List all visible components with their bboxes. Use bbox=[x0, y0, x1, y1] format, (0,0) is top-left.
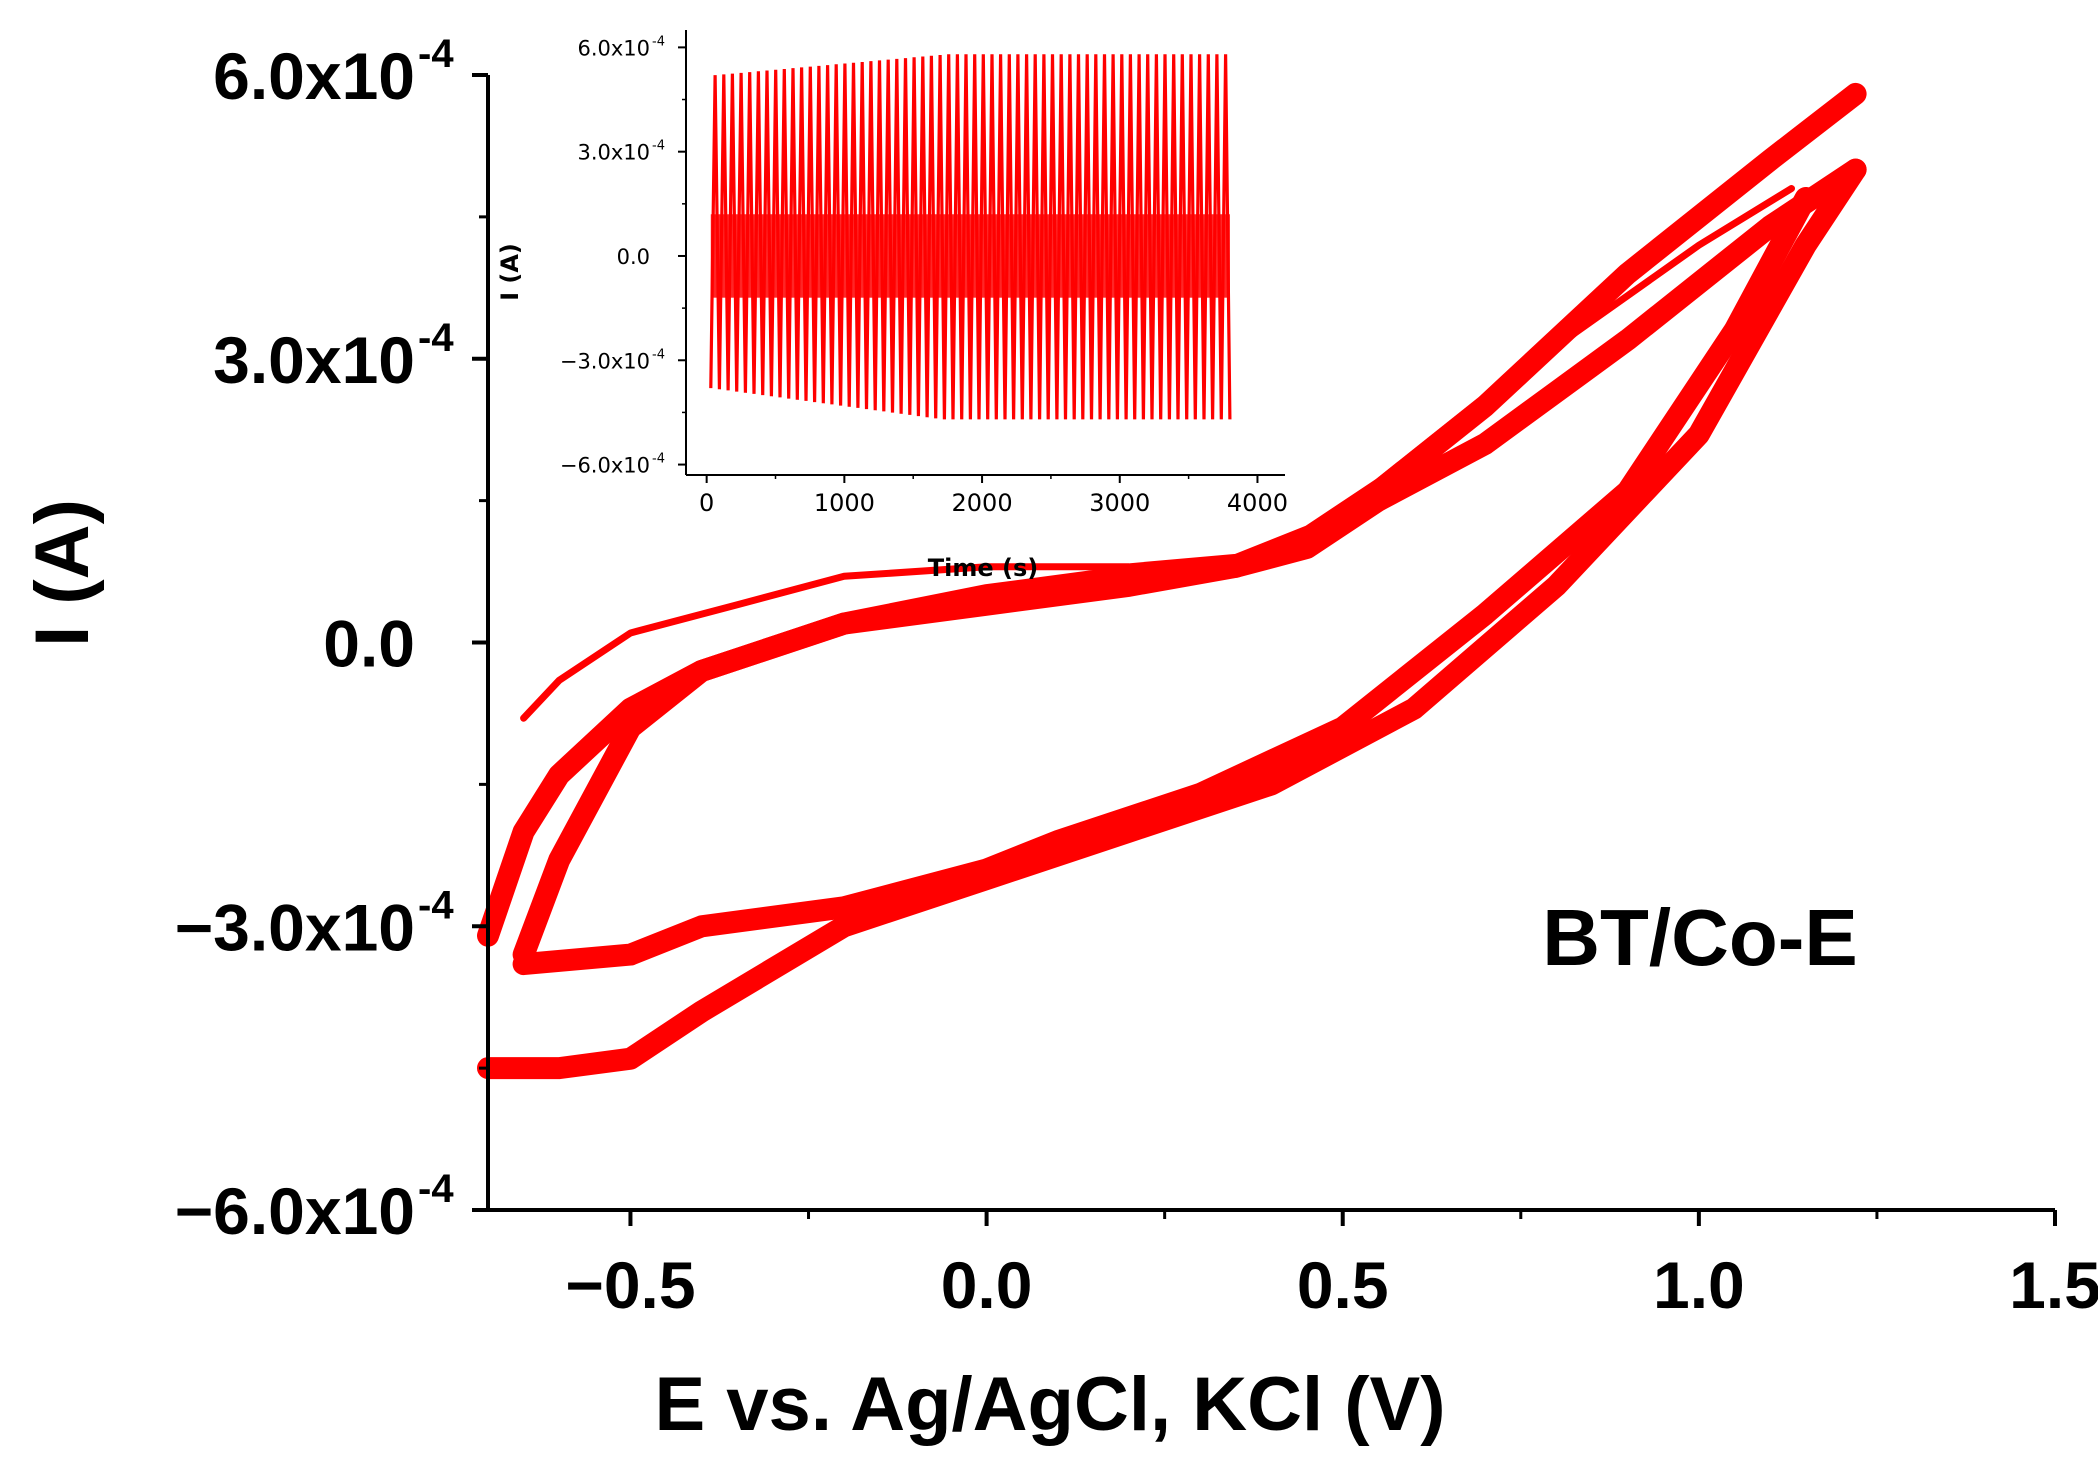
inset-y-tick-exponent: -4 bbox=[652, 34, 665, 49]
y-tick-exponent: -4 bbox=[418, 32, 454, 76]
inset-y-tick-label: 6.0x10 bbox=[577, 36, 650, 60]
inset-y-tick-label: −3.0x10 bbox=[560, 349, 650, 373]
main-plot: −0.5 0.0 0.5 1.0 1.56.0x10 -43.0x10 -40.0−3.0x… bbox=[20, 32, 2098, 1447]
inset-x-tick-label: 3000 bbox=[1089, 489, 1150, 517]
y-tick-exponent: -4 bbox=[418, 883, 454, 927]
inset-x-tick-label: 4000 bbox=[1227, 489, 1288, 517]
x-tick-label: 0.5 bbox=[1297, 1248, 1389, 1322]
y-tick-exponent: -4 bbox=[418, 1167, 454, 1211]
inset-y-tick-label: 0.0 bbox=[617, 245, 650, 269]
inset-x-axis-title: Time (s) bbox=[928, 554, 1038, 582]
y-tick-label: −3.0x10 bbox=[175, 890, 415, 964]
x-tick-label: 0.0 bbox=[941, 1248, 1033, 1322]
x-tick-label: 1.0 bbox=[1653, 1248, 1745, 1322]
inset-y-tick-label: −6.0x10 bbox=[560, 454, 650, 478]
inset-x-tick-label: 1000 bbox=[814, 489, 875, 517]
inset-x-tick-label: 0 bbox=[699, 489, 714, 517]
main-axes: −0.5 0.0 0.5 1.0 1.56.0x10 -43.0x10 -40.0−3.0x… bbox=[175, 32, 2098, 1322]
inset-x-tick-label: 2000 bbox=[952, 489, 1013, 517]
inset-series-group bbox=[684, 28, 1287, 477]
inset-y-tick-label: 3.0x10 bbox=[577, 141, 650, 165]
x-axis-title: E vs. Ag/AgCl, KCl (V) bbox=[654, 1362, 1445, 1447]
y-tick-label: 3.0x10 bbox=[213, 323, 415, 397]
sample-label: BT/Co-E bbox=[1542, 893, 1858, 982]
inset-y-tick-exponent: -4 bbox=[652, 452, 665, 467]
cv-series-3 bbox=[477, 158, 1867, 1080]
inset-y-axis-title: I (A) bbox=[496, 243, 524, 301]
inset-y-tick-exponent: -4 bbox=[652, 139, 665, 154]
y-axis-title: I (A) bbox=[20, 499, 105, 647]
inset-y-tick-exponent: -4 bbox=[652, 347, 665, 362]
cv-series-2 bbox=[512, 158, 1867, 966]
x-tick-label: 1.5 bbox=[2009, 1248, 2098, 1322]
y-tick-exponent: -4 bbox=[418, 316, 454, 360]
y-tick-label: 0.0 bbox=[323, 607, 415, 681]
x-tick-label: −0.5 bbox=[565, 1248, 695, 1322]
y-tick-label: −6.0x10 bbox=[175, 1174, 415, 1248]
inset-dense-band bbox=[710, 214, 1230, 298]
main-series-group bbox=[477, 82, 1867, 1080]
y-tick-label: 6.0x10 bbox=[213, 39, 415, 113]
cv-series-4 bbox=[512, 187, 1817, 976]
